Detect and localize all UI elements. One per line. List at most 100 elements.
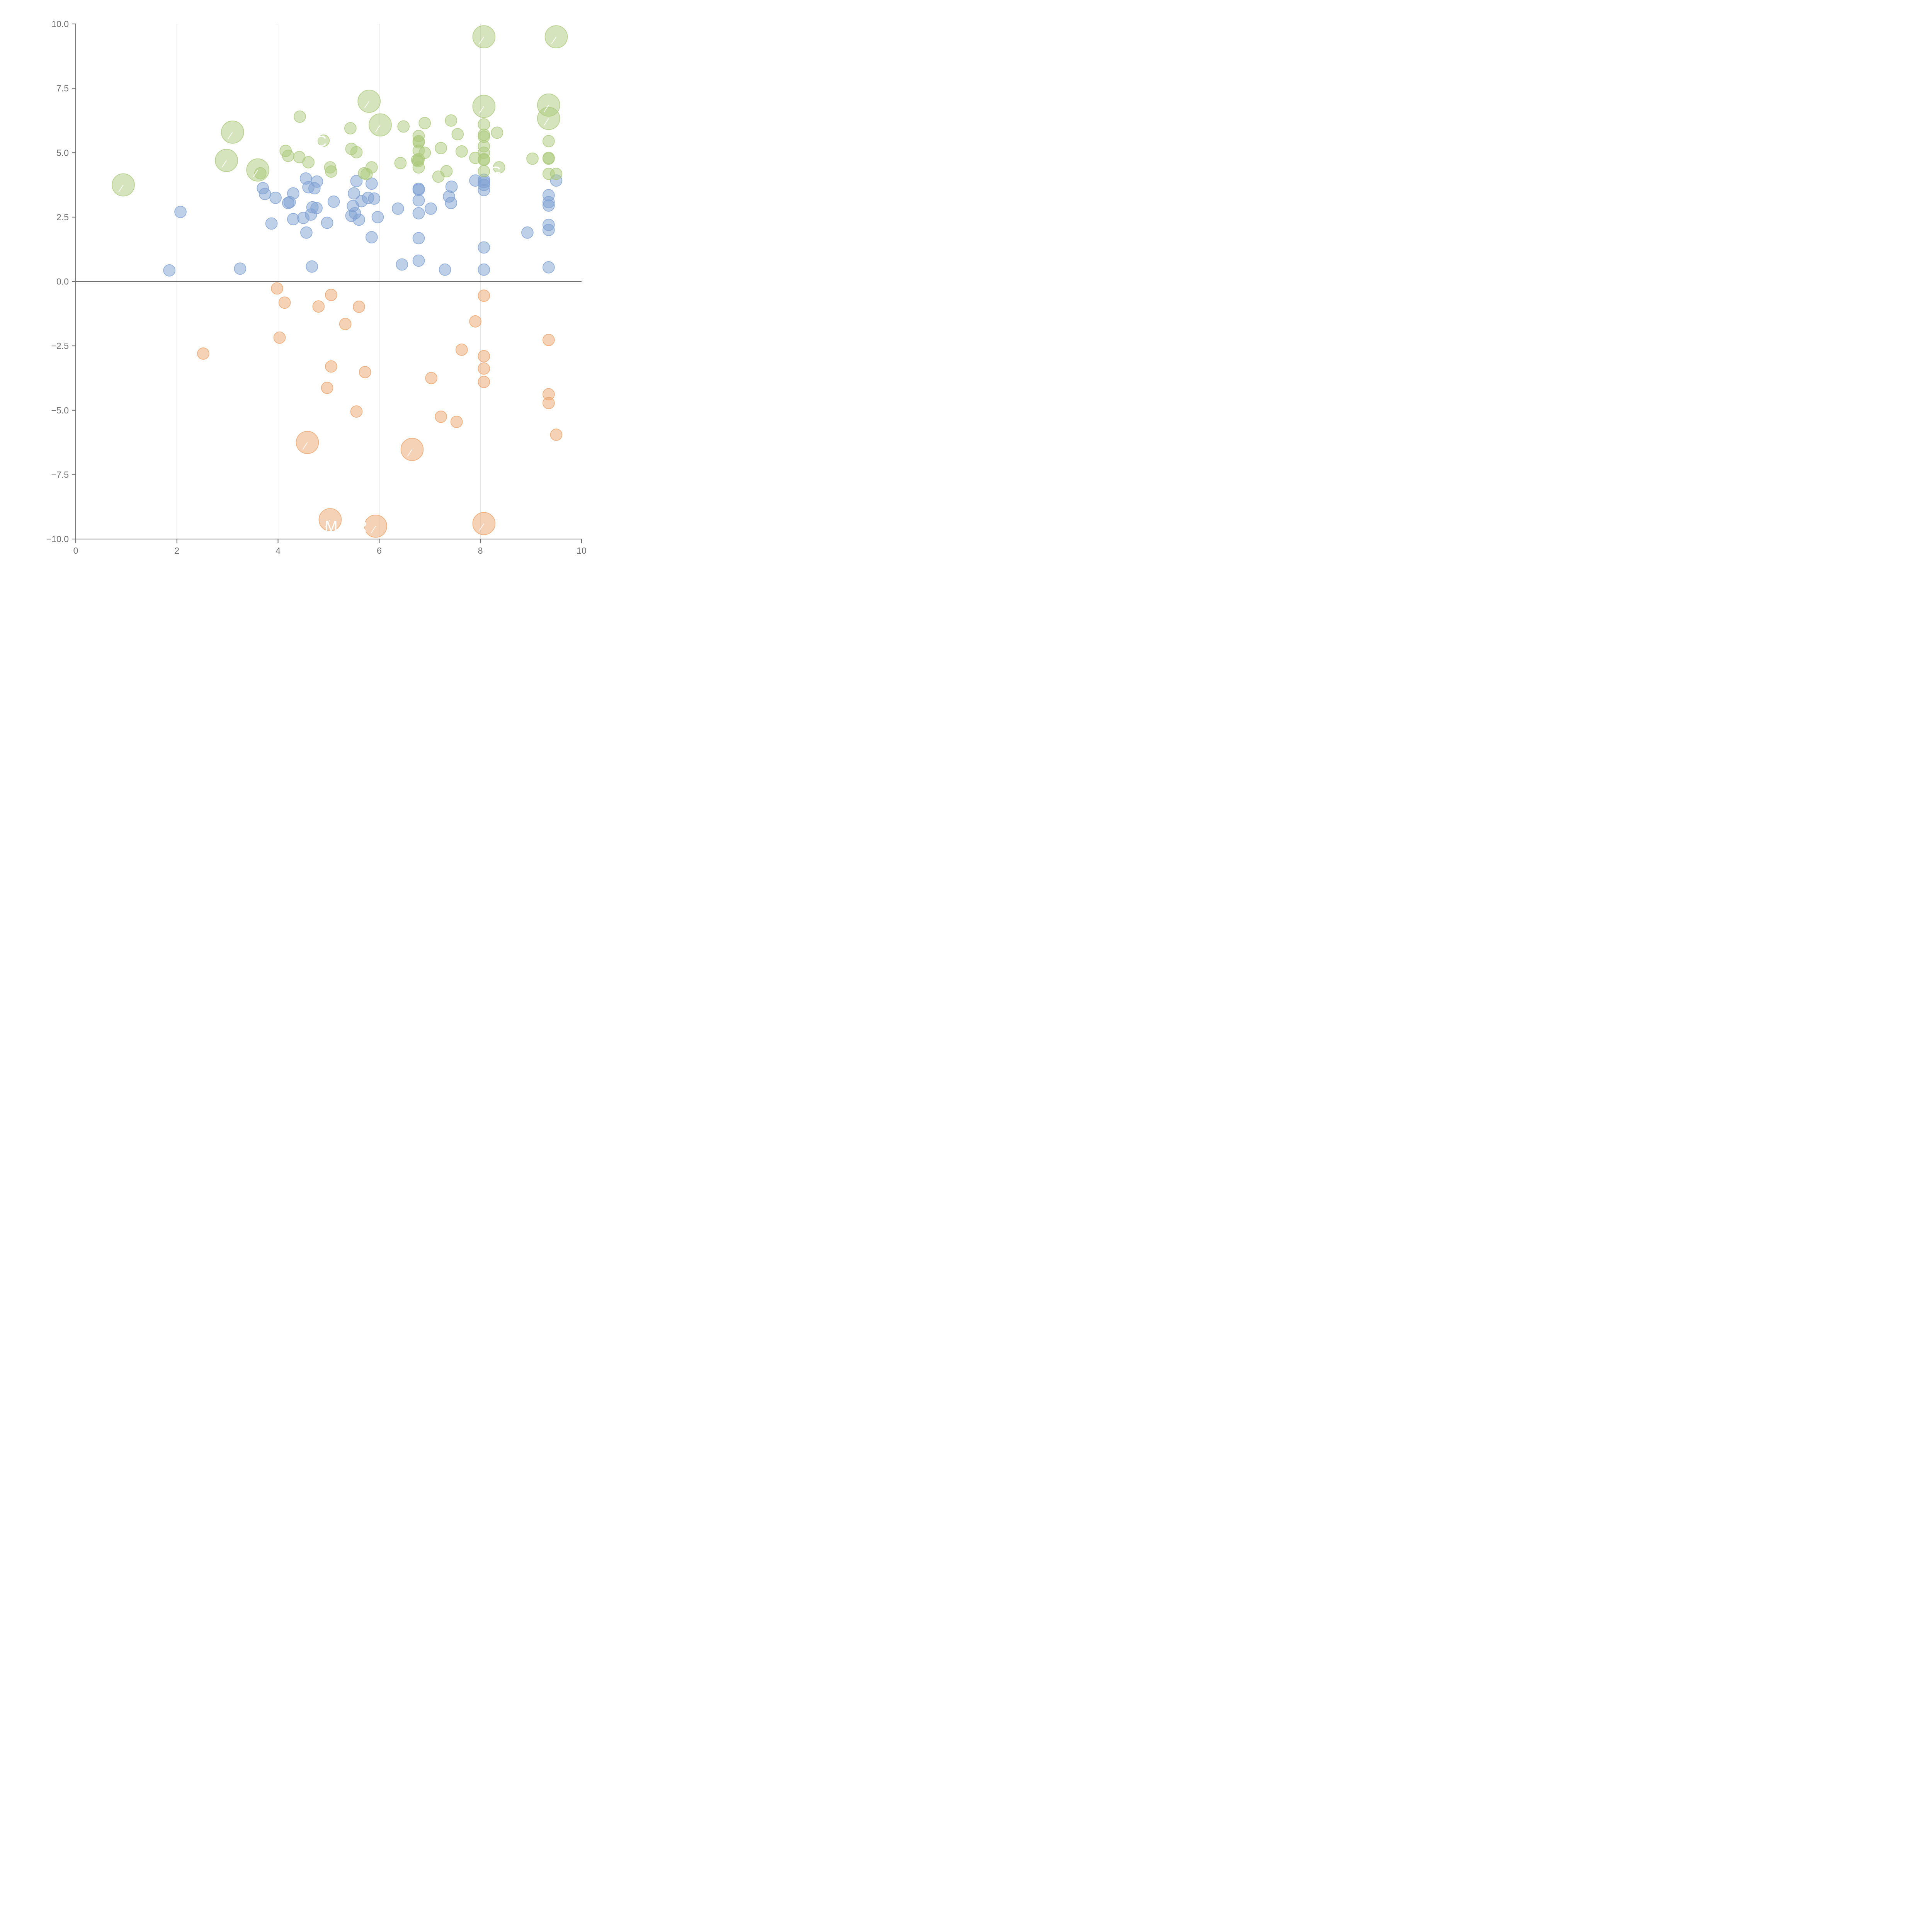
green-point xyxy=(394,157,407,169)
green-point xyxy=(491,126,503,139)
blue-point xyxy=(412,254,425,267)
orange-point xyxy=(325,360,337,373)
orange-point xyxy=(435,410,447,423)
orange-point xyxy=(469,315,481,328)
green-point xyxy=(543,151,555,164)
green-point xyxy=(294,111,306,123)
leader-line xyxy=(221,160,227,168)
leader-line xyxy=(551,36,557,44)
leader-line xyxy=(118,185,124,192)
green-point xyxy=(412,130,425,142)
orange-point xyxy=(312,300,325,313)
leader-line xyxy=(364,101,369,109)
green-point xyxy=(221,121,244,144)
green-point xyxy=(478,128,490,141)
blue-point xyxy=(543,261,555,274)
y-tick-label: 2.5 xyxy=(56,212,69,222)
leader-line xyxy=(544,105,549,112)
green-point xyxy=(478,118,490,131)
orange-point xyxy=(478,362,490,375)
blue-point xyxy=(445,180,458,193)
green-point xyxy=(456,145,468,158)
y-tick-label: 10.0 xyxy=(51,19,69,29)
blue-point xyxy=(350,175,363,187)
orange-point xyxy=(478,289,490,302)
green-point xyxy=(478,165,490,178)
green-point xyxy=(472,95,496,118)
y-tick-label: 5.0 xyxy=(56,148,69,158)
x-tick-label: 6 xyxy=(377,546,382,556)
point-label: G xyxy=(490,164,502,181)
blue-point xyxy=(234,262,247,275)
orange-point xyxy=(425,372,437,384)
orange-point xyxy=(339,318,352,330)
green-point xyxy=(325,165,337,178)
blue-point xyxy=(543,189,555,202)
green-point xyxy=(317,134,330,147)
leader-line xyxy=(407,449,413,457)
point-labels-layer: C G M R xyxy=(118,36,557,535)
blue-point xyxy=(269,192,282,204)
axes-layer: 0 2 4 6 8 10 10.0 7.5 5.0 2.5 0.0 −2.5 −5.0 −7.5 −10.0 xyxy=(46,19,587,556)
blue-point xyxy=(368,192,381,205)
orange-point xyxy=(325,289,337,301)
blue-point xyxy=(306,260,318,273)
blue-point xyxy=(412,207,425,219)
blue-point xyxy=(543,219,555,231)
leader-line xyxy=(544,118,549,126)
orange-point xyxy=(472,512,496,535)
orange-point xyxy=(359,366,371,378)
blue-point xyxy=(353,213,365,226)
blue-point xyxy=(392,202,404,215)
x-tick-label: 2 xyxy=(174,546,179,556)
blue-point xyxy=(396,258,408,271)
leader-line xyxy=(479,523,485,531)
green-point xyxy=(418,117,431,129)
blue-point xyxy=(478,241,490,254)
orange-point xyxy=(478,350,490,362)
orange-point xyxy=(543,397,555,409)
green-point xyxy=(397,120,410,133)
blue-point xyxy=(412,194,425,207)
green-point xyxy=(543,135,555,148)
orange-point xyxy=(550,429,563,441)
blue-point xyxy=(259,188,271,200)
y-tick-label: −2.5 xyxy=(51,341,69,351)
y-tick-label: 7.5 xyxy=(56,83,69,94)
orange-point xyxy=(273,331,286,344)
orange-point xyxy=(543,333,555,346)
y-tick-label: 0.0 xyxy=(56,277,69,287)
x-tick-label: 4 xyxy=(276,546,281,556)
leader-line xyxy=(302,442,308,450)
blue-point xyxy=(521,226,534,239)
leader-line xyxy=(479,36,485,44)
blue-point xyxy=(321,216,333,229)
blue-point xyxy=(163,264,176,277)
blue-point xyxy=(310,202,323,214)
x-tick-label: 0 xyxy=(73,546,78,556)
green-point xyxy=(550,168,563,180)
blue-point xyxy=(439,263,451,276)
leader-line xyxy=(228,132,233,139)
green-point xyxy=(435,142,447,155)
y-tick-label: −7.5 xyxy=(51,469,69,480)
green-point xyxy=(254,167,267,180)
orange-point xyxy=(321,381,333,394)
green-point xyxy=(493,161,505,174)
green-point xyxy=(365,161,378,174)
green-point xyxy=(215,149,238,172)
leader-line xyxy=(371,526,376,534)
blue-point xyxy=(445,197,457,209)
blue-point xyxy=(327,196,340,208)
green-point xyxy=(445,114,457,127)
blue-point xyxy=(311,175,323,188)
point-label: R xyxy=(356,518,367,535)
blue-point xyxy=(478,263,490,276)
x-tick-label: 10 xyxy=(577,546,587,556)
point-label: M xyxy=(325,518,337,535)
blue-point xyxy=(365,177,378,190)
orange-point xyxy=(353,300,365,313)
green-point xyxy=(282,150,294,162)
orange-point xyxy=(456,344,468,356)
blue-point xyxy=(174,206,187,218)
